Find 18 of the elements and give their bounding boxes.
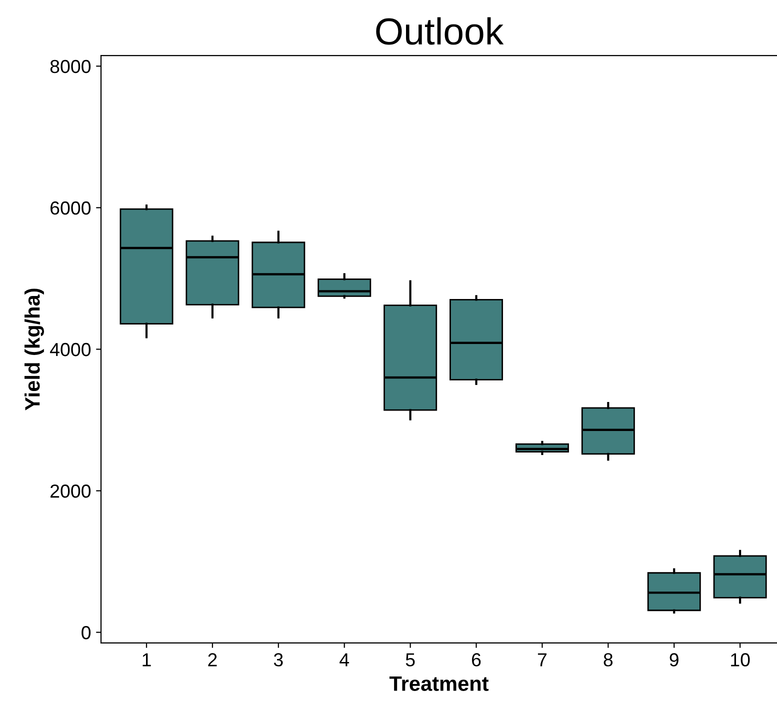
- x-tick-label: 5: [406, 653, 415, 666]
- x-tick-label: 8: [604, 653, 613, 666]
- x-tick-label: 9: [670, 653, 678, 666]
- chart-title: Outlook: [376, 17, 504, 45]
- x-tick-label: 3: [274, 653, 283, 666]
- x-tick-label: 2: [208, 653, 217, 666]
- x-axis-title: Treatment: [389, 676, 489, 691]
- x-tick-label: 10: [731, 653, 750, 666]
- y-axis-title: Yield (kg/ha): [24, 288, 44, 410]
- x-tick-label: 7: [538, 653, 546, 666]
- x-tick-label: 4: [340, 653, 350, 666]
- x-tick-label: 6: [472, 653, 481, 666]
- x-tick-label: 1: [142, 653, 151, 666]
- y-tick-label: 8000: [50, 60, 91, 74]
- y-tick-label: 2000: [50, 484, 91, 498]
- y-tick-label: 6000: [50, 201, 91, 215]
- y-tick-label: 0: [82, 626, 91, 640]
- y-tick-label: 4000: [50, 342, 91, 356]
